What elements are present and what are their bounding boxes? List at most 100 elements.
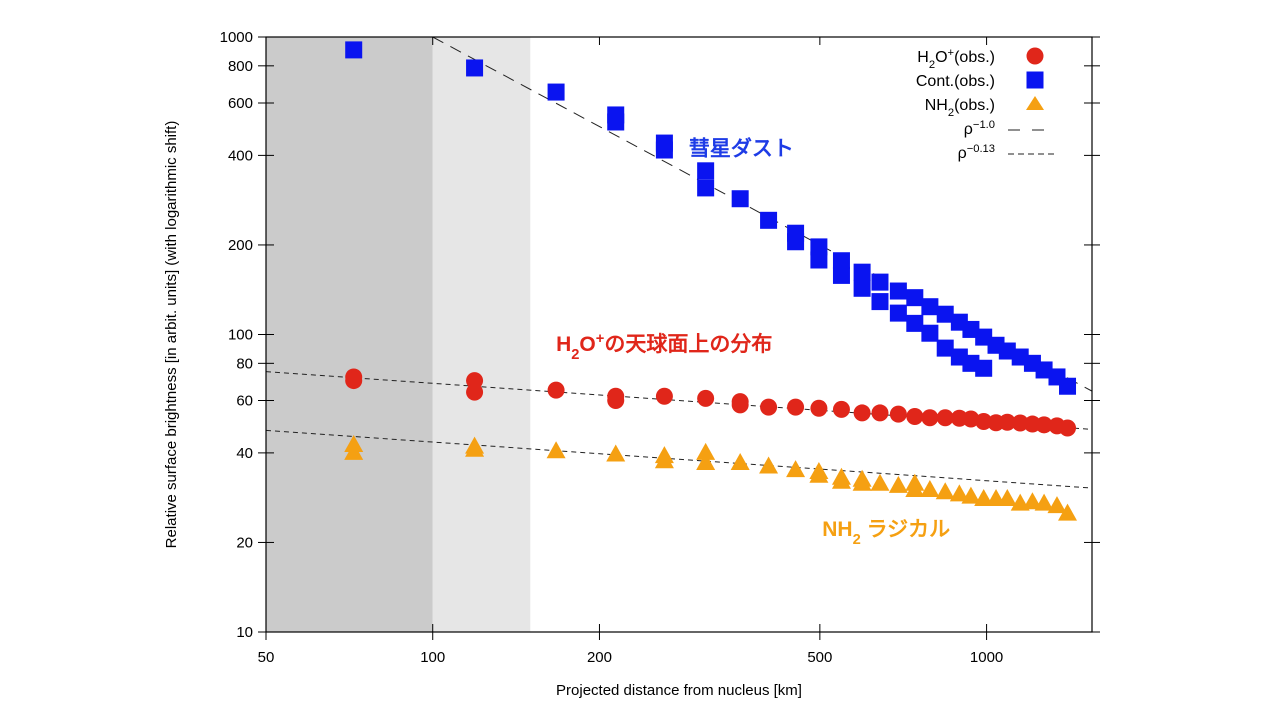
data-point [786,460,806,478]
data-point [888,475,908,493]
text-part: + [948,47,955,59]
data-point [697,389,715,407]
data-point [607,113,625,131]
fit-line [266,429,1092,489]
data-point [466,59,484,77]
data-point [853,404,871,422]
data-point [832,252,850,270]
legend-label: ρ−1.0 [964,119,995,138]
data-point [787,398,805,416]
y-tick: 100 [228,327,1100,344]
legend-label: ρ−0.13 [958,143,995,162]
y-tick-label: 400 [228,147,253,164]
data-point [998,342,1016,360]
data-point [1011,414,1029,432]
text-part: ρ [964,121,973,138]
data-point [974,488,994,506]
y-tick-label: 40 [236,445,253,462]
data-point [344,442,364,460]
data-point [1058,503,1078,521]
y-tick-label: 200 [228,237,253,254]
text-part: 2 [571,347,579,363]
data-point [905,480,925,498]
data-point [655,141,673,159]
data-point [730,452,750,470]
legend: H2O+(obs.)Cont.(obs.)NH2(obs.)ρ−1.0ρ−0.1… [916,47,1056,162]
data-point [810,399,828,417]
legend-label: Cont.(obs.) [916,73,995,90]
legend-marker [1026,47,1044,65]
data-point [466,383,484,401]
text-part: 2 [948,107,954,119]
data-point [731,190,749,208]
data-point [920,480,940,498]
data-point [906,408,924,426]
series-circle [345,368,1077,437]
text-part: の天球面上の分布 [604,332,772,356]
data-point [654,451,674,469]
data-point [696,442,716,460]
x-tick-label: 100 [420,649,445,666]
data-point [961,486,981,504]
legend-marker [1026,96,1044,110]
legend-label: NH2(obs.) [925,97,995,119]
y-tick: 40 [236,445,1100,462]
x-tick: 1000 [970,37,1003,666]
data-point [547,83,565,101]
text-part: Cont.(obs.) [916,73,995,90]
text-part: ラジカル [861,518,950,541]
data-point [810,238,828,256]
data-point [810,251,828,269]
text-part: O [579,333,595,356]
y-tick: 200 [228,237,1100,254]
text-part: H [917,49,929,66]
data-point [655,387,673,405]
y-tick-label: 80 [236,355,253,372]
data-point [853,279,871,297]
data-point [831,471,851,489]
data-point [1035,416,1053,434]
data-point [906,289,924,307]
y-tick-label: 10 [236,624,253,641]
data-point [697,162,715,180]
data-point [889,304,907,322]
data-point [853,263,871,281]
text-part: −0.13 [967,143,995,155]
annotation: 彗星ダスト [689,136,794,160]
y-tick: 600 [228,95,1100,112]
data-point [975,359,993,377]
data-point [546,441,566,459]
data-point [935,482,955,500]
data-point [760,211,778,229]
data-point [889,282,907,300]
data-point [696,452,716,470]
text-part: ρ [958,145,967,162]
data-point [936,409,954,427]
data-point [345,41,363,59]
data-point [697,179,715,197]
y-tick-label: 20 [236,534,253,551]
text-part: 彗星ダスト [689,136,794,160]
data-point [1059,377,1077,395]
data-point [936,305,954,323]
y-tick-label: 100 [228,327,253,344]
x-tick-label: 1000 [970,649,1003,666]
shaded-region [266,37,433,632]
data-point [1035,361,1053,379]
data-point [832,400,850,418]
data-point [962,410,980,428]
data-point [1034,493,1054,511]
x-axis-label: Projected distance from nucleus [km] [556,682,802,699]
data-point [936,339,954,357]
x-tick-label: 500 [807,649,832,666]
y-tick-label: 60 [236,393,253,410]
y-tick: 400 [228,147,1100,164]
data-point [1022,492,1042,510]
data-point [870,473,890,491]
text-part: NH [822,518,852,541]
x-tick: 500 [807,37,832,666]
data-point [547,381,565,399]
text-part: H [556,333,571,356]
data-point [345,372,363,390]
